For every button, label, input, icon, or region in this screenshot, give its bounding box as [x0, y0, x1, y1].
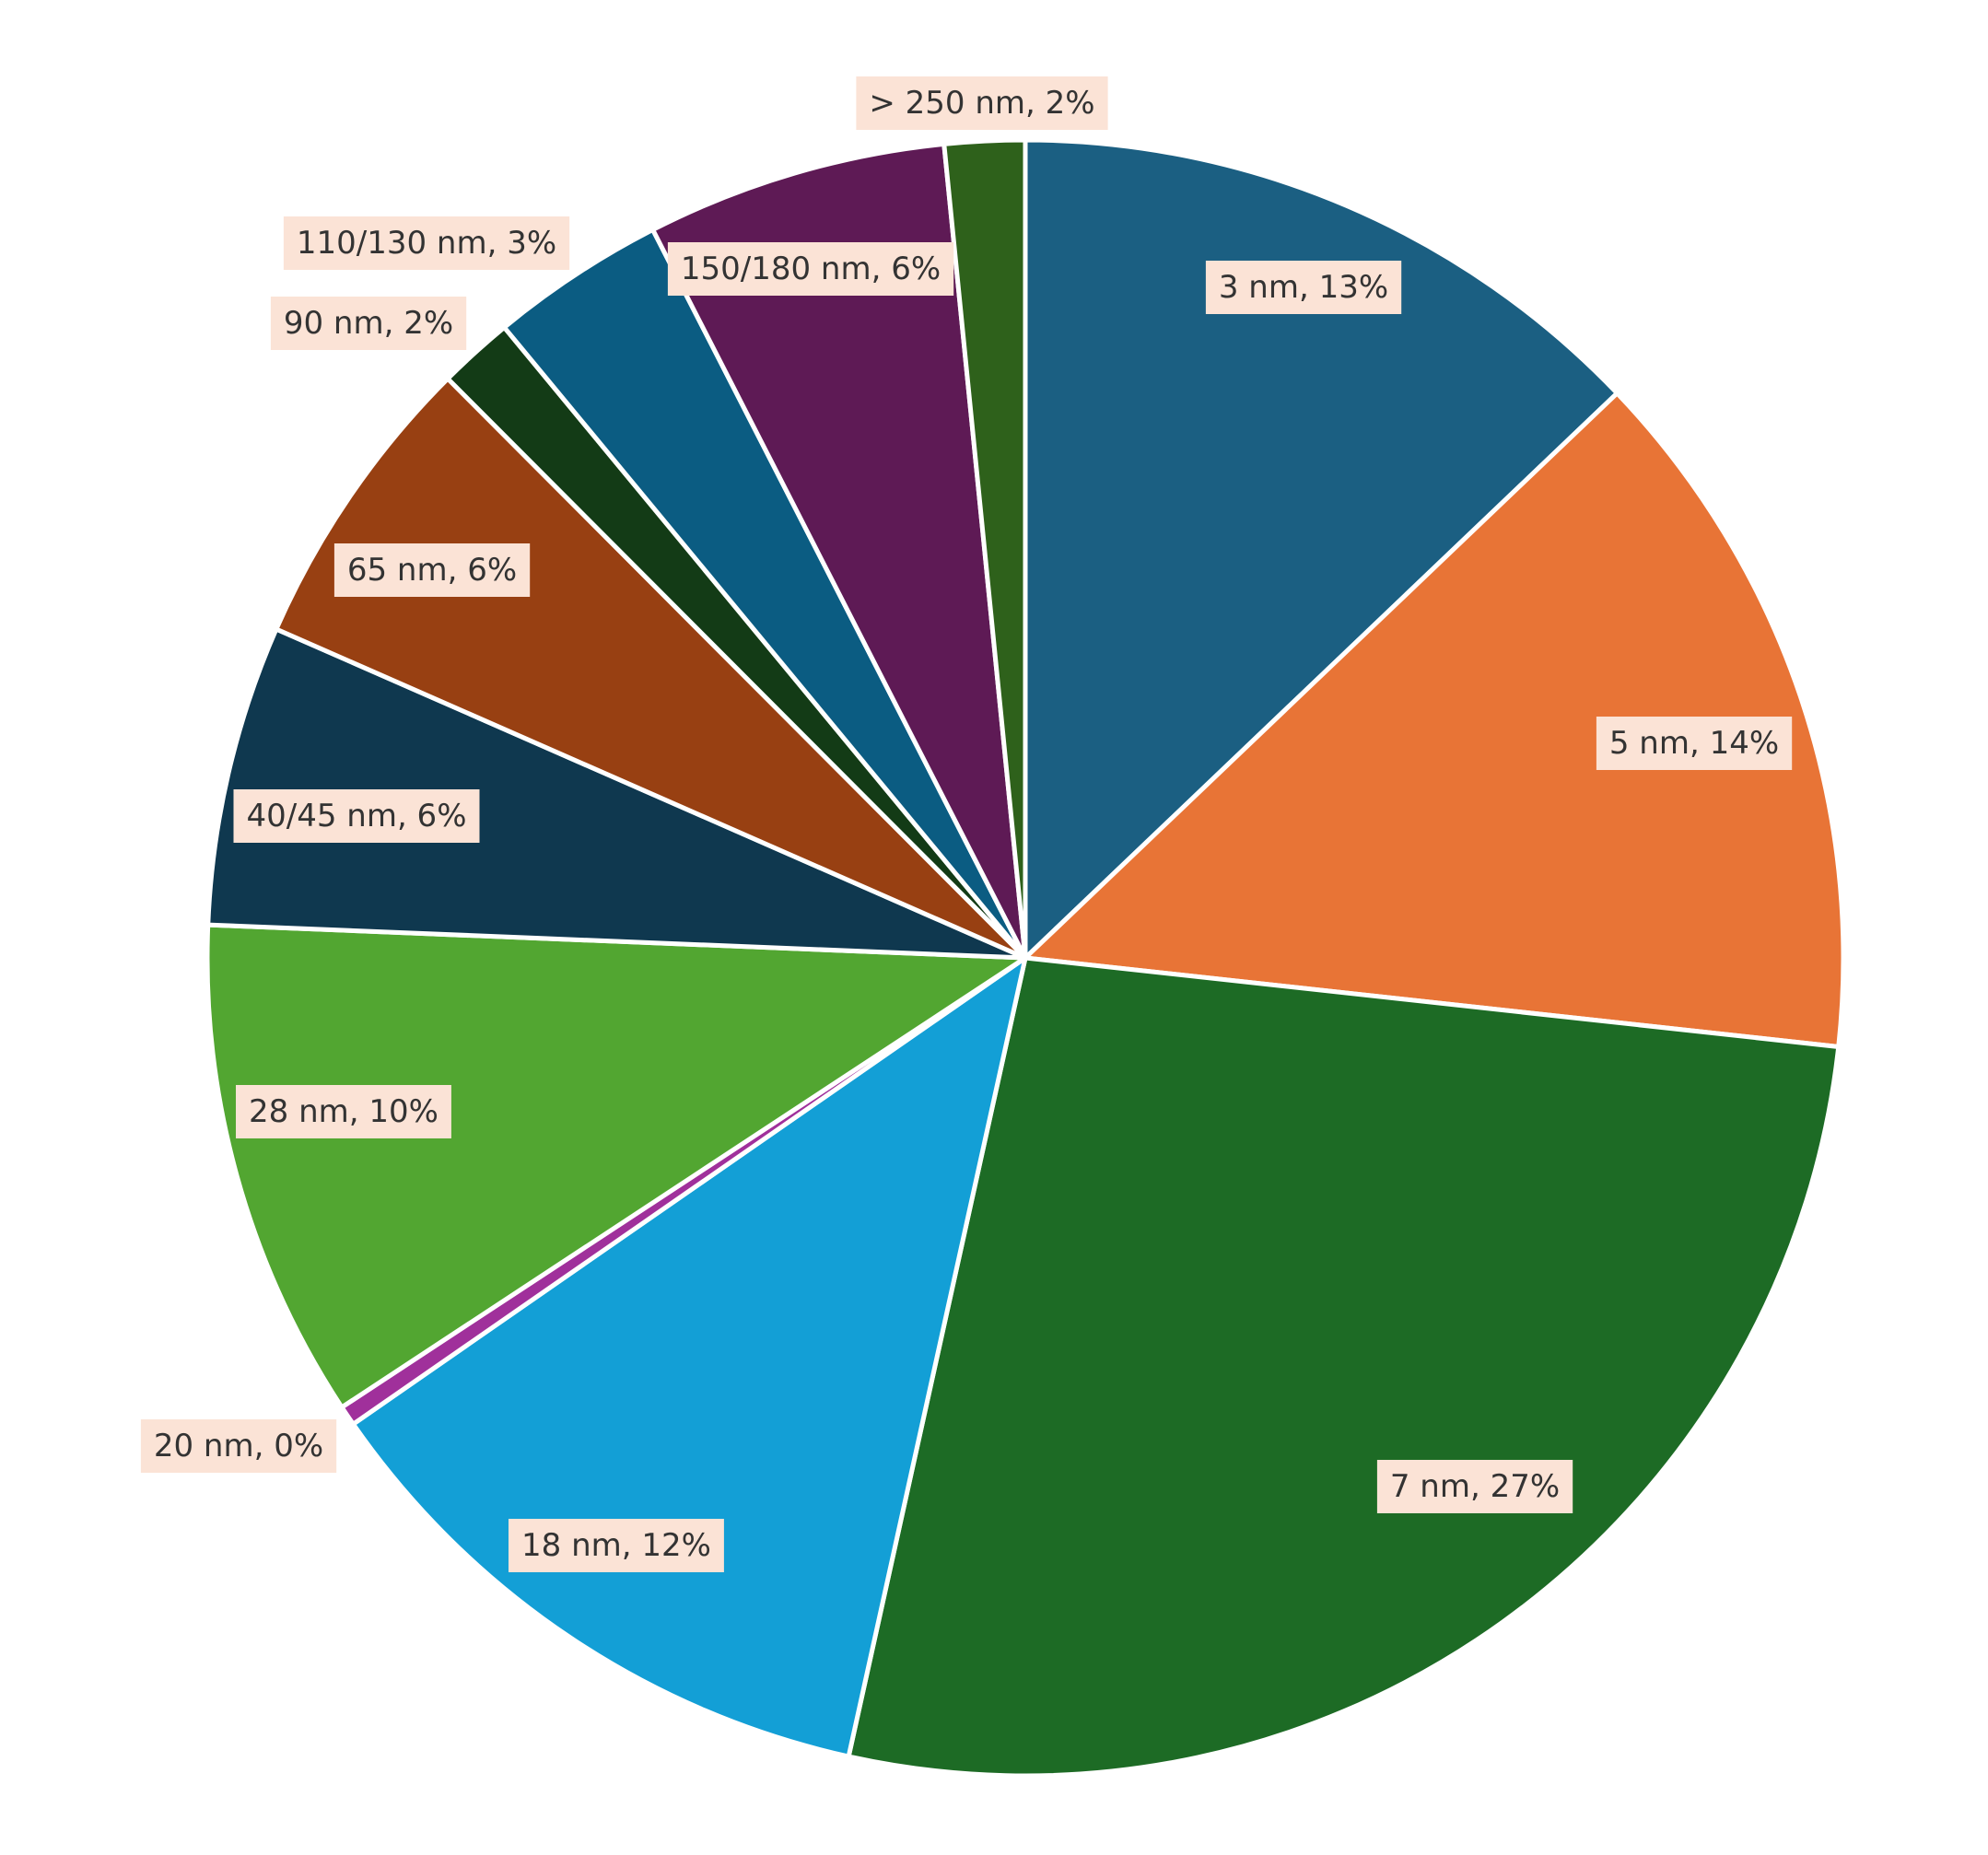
data-label-box [856, 76, 1108, 130]
data-label-90-nm: 90 nm, 2% [270, 297, 467, 350]
data-label-box [667, 242, 954, 296]
data-label-text: 3 nm, 13% [1219, 269, 1388, 306]
data-label-text: > 250 nm, 2% [869, 85, 1094, 122]
pie-slice-5-nm [1023, 391, 1846, 1049]
data-label-box [270, 297, 467, 350]
data-label-text: 5 nm, 14% [1609, 725, 1779, 762]
data-label-box [1376, 1460, 1573, 1513]
data-label-3-nm: 3 nm, 13% [1205, 261, 1402, 314]
data-label-text: 110/130 nm, 3% [297, 225, 556, 262]
data-label-box [233, 789, 480, 843]
data-label-text: 90 nm, 2% [284, 305, 453, 342]
data-label-text: 18 nm, 12% [521, 1527, 711, 1564]
data-label-box [509, 1519, 724, 1572]
data-label-box [283, 216, 570, 270]
data-label-box [1596, 717, 1793, 770]
data-label-text: 20 nm, 0% [154, 1428, 323, 1464]
data-label-5-nm: 5 nm, 14% [1596, 717, 1793, 770]
pie-slice-gt-250-nm [941, 137, 1028, 961]
data-label-box [140, 1419, 337, 1473]
pie-slice-150-180-nm [650, 141, 1028, 961]
pie-slice-7-nm [846, 955, 1842, 1779]
data-label-150-180-nm: 150/180 nm, 6% [667, 242, 954, 296]
data-label-28-nm: 28 nm, 10% [236, 1085, 451, 1138]
pie-slices [205, 137, 1846, 1779]
data-label-text: 28 nm, 10% [249, 1093, 439, 1130]
pie-slice-3-nm [1023, 137, 1620, 961]
data-label-box [236, 1085, 451, 1138]
pie-slice-65-nm [274, 376, 1028, 961]
data-label-7-nm: 7 nm, 27% [1376, 1460, 1573, 1513]
data-label-text: 65 nm, 6% [347, 552, 517, 589]
pie-data-labels: 3 nm, 13% 5 nm, 14% 7 nm, 27% 18 nm, 12% 20 … [140, 76, 1793, 1572]
data-label-text: 40/45 nm, 6% [246, 798, 466, 834]
data-label-65-nm: 65 nm, 6% [333, 543, 531, 597]
data-label-box [333, 543, 531, 597]
pie-slice-28-nm [205, 922, 1028, 1410]
data-label-40-45-nm: 40/45 nm, 6% [233, 789, 480, 843]
data-label-20-nm: 20 nm, 0% [140, 1419, 337, 1473]
data-label-18-nm: 18 nm, 12% [509, 1519, 724, 1572]
pie-slice-40-45-nm [205, 626, 1028, 961]
data-label-110-130-nm: 110/130 nm, 3% [283, 216, 570, 270]
data-label-gt-250-nm: > 250 nm, 2% [856, 76, 1108, 130]
data-label-box [1205, 261, 1402, 314]
data-label-text: 7 nm, 27% [1390, 1468, 1560, 1505]
data-label-text: 150/180 nm, 6% [681, 251, 941, 287]
